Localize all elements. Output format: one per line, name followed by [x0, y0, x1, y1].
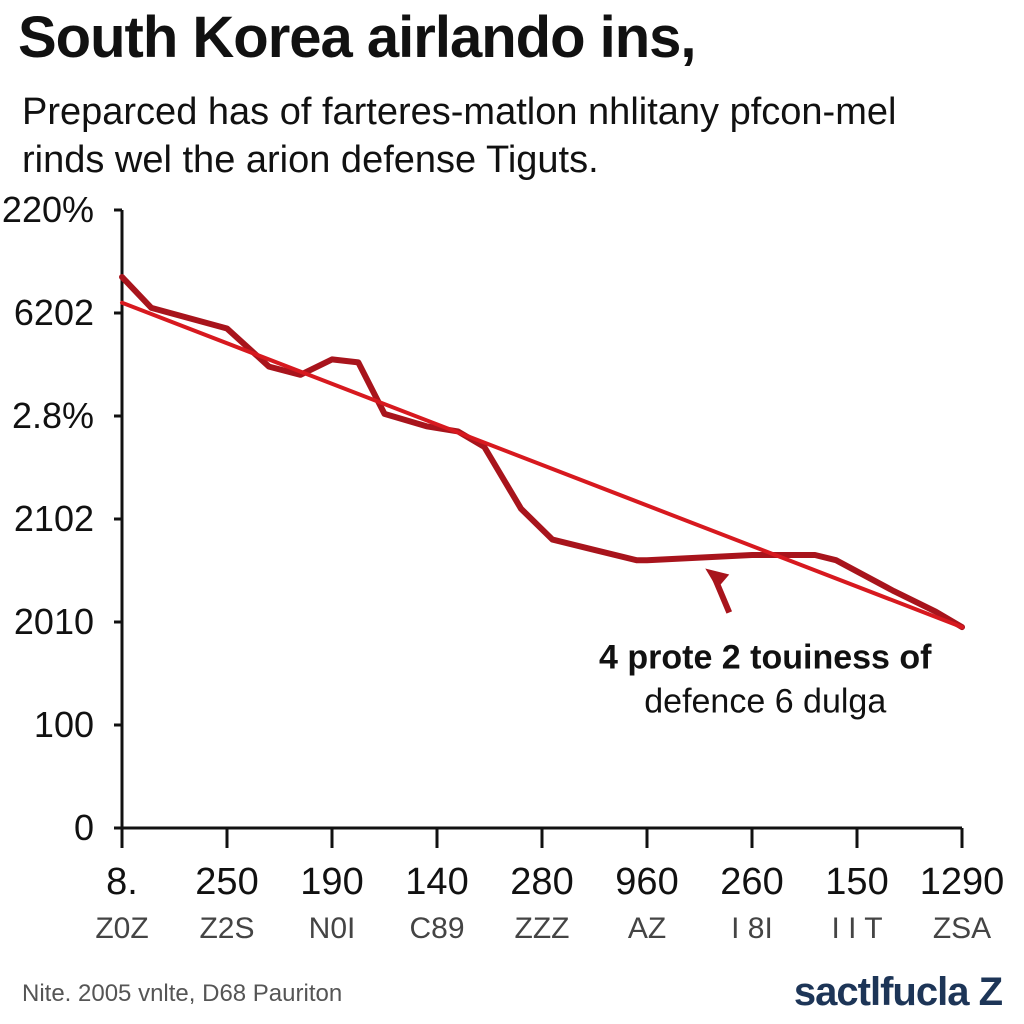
x-tick-label: 250: [195, 861, 258, 903]
x-tick-label: 190: [300, 861, 363, 903]
y-tick-label: 220%: [2, 189, 94, 230]
x-tick-label: 8.: [106, 861, 138, 903]
y-tick-label: 2010: [14, 601, 94, 642]
annotation-arrowhead: [705, 568, 730, 589]
x-sub-label: ZSA: [933, 912, 991, 945]
x-sub-label: I 8I: [731, 912, 773, 945]
series-line-main: [119, 274, 965, 631]
chart-subtitle: Preparced has of farteres-matlon nhlitan…: [22, 91, 897, 181]
y-ticks: 0 100 2010 2102 2.8% 6202 220%: [2, 189, 122, 848]
y-tick-label: 2.8%: [12, 395, 94, 436]
x-sub-label: Z2S: [199, 912, 254, 945]
annotation: 4 prote 2 touiness of defence 6 dulga: [599, 568, 932, 721]
x-sub-label: ZZZ: [515, 912, 570, 945]
annotation-line-2: defence 6 dulga: [644, 683, 886, 721]
x-sub-label: C89: [409, 912, 464, 945]
x-tick-label: 1290: [920, 861, 1005, 903]
brand-logo: sactlfucla Z: [793, 970, 1003, 1014]
y-tick-label: 6202: [14, 292, 94, 333]
y-tick-label: 0: [74, 807, 94, 848]
y-tick-label: 2102: [14, 498, 94, 539]
x-tick-label: 150: [825, 861, 888, 903]
y-tick-label: 100: [34, 704, 94, 745]
footnote: Nite. 2005 vnlte, D68 Pauriton: [22, 980, 343, 1007]
x-tick-label: 280: [510, 861, 573, 903]
x-tick-label: 260: [720, 861, 783, 903]
series-layer: [119, 274, 965, 631]
x-ticks: 8. Z0Z 250 Z2S 190 N0I 140 C89 280 ZZZ 960 AZ 260 I 8…: [95, 828, 1004, 945]
x-sub-label: Z0Z: [95, 912, 148, 945]
chart-title: South Korea airlando ins,: [18, 5, 697, 70]
x-sub-label: N0I: [309, 912, 356, 945]
x-sub-label: I I T: [831, 912, 882, 945]
x-sub-label: AZ: [628, 912, 666, 945]
x-tick-label: 140: [405, 861, 468, 903]
annotation-line-1: 4 prote 2 touiness of: [599, 639, 932, 677]
series-line-trend: [120, 300, 964, 630]
x-tick-label: 960: [615, 861, 678, 903]
